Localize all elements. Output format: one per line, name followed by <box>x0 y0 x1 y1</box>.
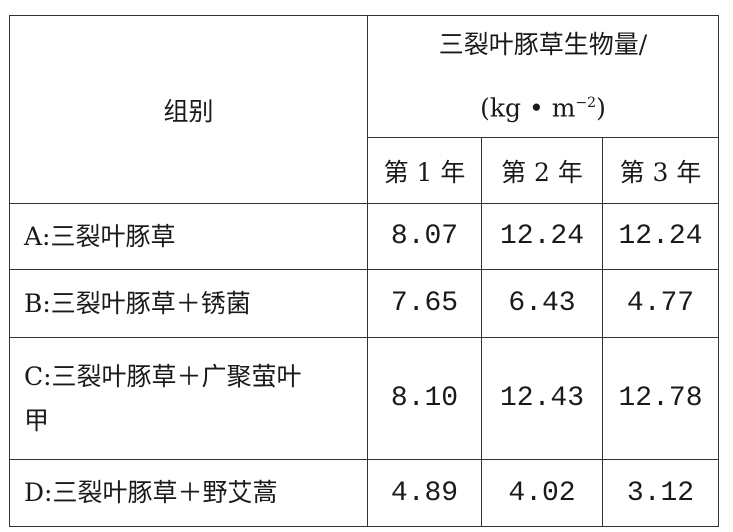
group-cell: B:三裂叶豚草＋锈菌 <box>9 269 368 339</box>
value-cell: 8.10 <box>367 337 482 461</box>
value-cell: 3.12 <box>602 459 719 528</box>
table-row: C:三裂叶豚草＋广聚萤叶甲 8.10 12.43 12.78 <box>9 337 719 461</box>
value-cell: 12.78 <box>602 337 719 461</box>
value-cell: 12.24 <box>481 203 603 271</box>
value-cell: 12.24 <box>602 203 719 271</box>
table-row: A:三裂叶豚草 8.07 12.24 12.24 <box>9 203 719 271</box>
table-row: D:三裂叶豚草＋野艾蒿 4.89 4.02 3.12 <box>9 459 719 528</box>
value-cell: 4.89 <box>367 459 482 528</box>
group-cell: D:三裂叶豚草＋野艾蒿 <box>9 459 368 528</box>
biomass-title: 三裂叶豚草生物量/ <box>438 30 648 59</box>
value-cell: 12.43 <box>481 337 603 461</box>
value-cell: 6.43 <box>481 269 603 339</box>
group-header: 组别 <box>9 14 368 205</box>
value-cell: 7.65 <box>367 269 482 339</box>
year-1-header: 第 1 年 <box>367 137 482 205</box>
biomass-unit: (kg • m−2) <box>480 93 606 123</box>
group-cell: A:三裂叶豚草 <box>9 203 368 271</box>
value-cell: 4.02 <box>481 459 603 528</box>
year-2-header: 第 2 年 <box>481 137 603 205</box>
table-row: B:三裂叶豚草＋锈菌 7.65 6.43 4.77 <box>9 269 719 339</box>
biomass-table: 组别 三裂叶豚草生物量/ (kg • m−2) 第 1 年 第 2 年 第 3 … <box>9 14 719 528</box>
biomass-header: 三裂叶豚草生物量/ (kg • m−2) <box>367 14 719 139</box>
value-cell: 8.07 <box>367 203 482 271</box>
value-cell: 4.77 <box>602 269 719 339</box>
group-cell: C:三裂叶豚草＋广聚萤叶甲 <box>9 337 368 461</box>
year-3-header: 第 3 年 <box>602 137 719 205</box>
